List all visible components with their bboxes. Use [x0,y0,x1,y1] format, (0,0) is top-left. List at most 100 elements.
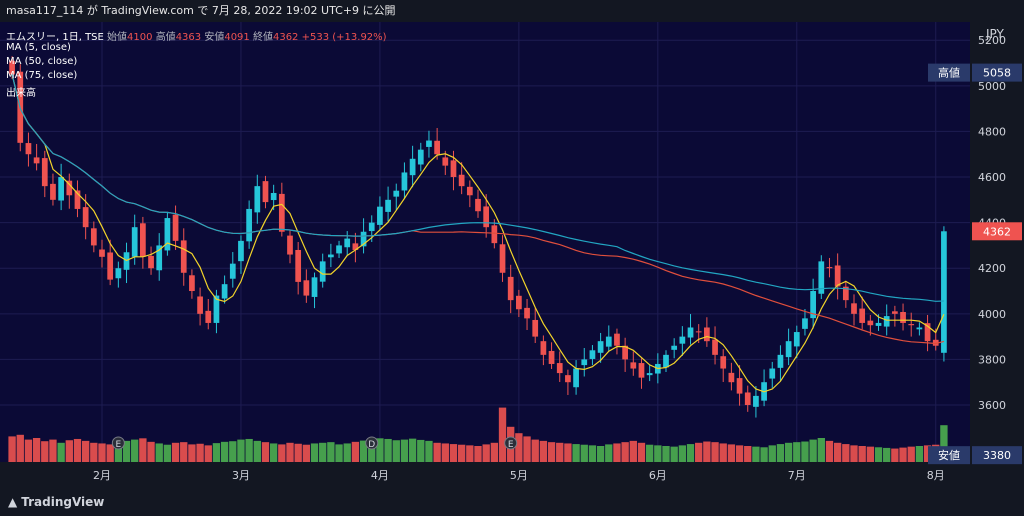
candle-body [704,327,710,342]
candle-body [802,318,808,329]
candle-body [712,339,718,355]
volume-bar [735,445,744,462]
candle-body [213,295,220,323]
candle-body [883,316,890,327]
volume-bar [915,446,924,462]
candle-body [377,206,383,225]
y-tick-label: 4800 [978,125,1006,138]
legend-high-label: 高値 [155,32,176,43]
badge-label-bg [928,446,970,465]
volume-bar [41,441,49,462]
price-axis[interactable]: 520050004800460044004200400038003600 [978,34,1006,412]
x-tick-label: 2月 [93,469,111,482]
volume-bar [65,440,73,462]
candle-body [278,193,285,232]
volume-bar [286,442,294,462]
volume-bar [645,444,654,462]
legend-ma75[interactable]: MA (75, close) [6,70,78,81]
legend-main: エムスリー, 1日, TSE 始値4100 高値4363 安値4091 終値43… [6,28,387,43]
legend-ma50[interactable]: MA (50, close) [6,56,78,67]
volume-bar [449,444,458,462]
candle-body [426,140,432,147]
volume-bar [106,444,114,462]
candlestick-chart[interactable]: 520050004800460044004200400038003600 2月3… [0,22,1024,488]
volume-bar [825,440,834,462]
event-marker [504,436,518,450]
price-axis-panel [970,22,1024,462]
ma5-line [11,74,945,393]
volume-bar [776,444,785,462]
volume-bar [57,442,65,462]
candle-body [393,190,400,197]
candle-body [916,327,923,330]
candle-body [687,327,694,338]
badge-value-bg [972,446,1022,465]
candle-body [417,149,424,165]
tradingview-logo[interactable]: ▲ TradingView [8,495,104,509]
volume-bar [16,434,24,462]
candle-body [238,240,244,262]
volume-bar [245,438,253,462]
time-axis[interactable]: 2月 3月 4月 5月 6月 7月 8月 [93,469,945,482]
volume-bar [833,442,842,462]
volume-bar [368,439,376,462]
candle-body [892,311,898,314]
volume-bar [212,443,221,462]
time-axis-panel [0,462,1024,488]
volume-bar [874,447,883,462]
candle-body [859,308,866,323]
candle-body [229,263,236,279]
volume-bar [474,446,482,462]
legend-close: 4362 [272,32,299,43]
ma75-line [11,74,944,302]
candle-body [753,395,759,407]
x-tick-label: 6月 [649,469,667,482]
volume-bar [32,438,41,462]
footer-bar: ▲ TradingView [0,488,1024,516]
candle-body [131,227,138,257]
volume-bar [809,439,817,462]
volume-bar [564,443,572,462]
volume-bar [686,444,695,462]
candle-body [270,192,277,201]
volume-bar [784,442,793,462]
candle-body [466,186,473,196]
candle-body [597,341,604,353]
volume-bars [8,407,948,462]
candle-body [540,341,547,355]
legend-ma5[interactable]: MA (5, close) [6,42,71,53]
candle-body [319,261,326,282]
badge-value-bg [972,63,1022,82]
chart-background [0,22,970,462]
volume-bar [539,440,548,462]
candle-body [295,249,302,282]
candle-body [826,267,833,269]
candle-body [679,336,686,344]
volume-bar [850,445,858,462]
candles [9,56,947,418]
candle-body [565,375,571,383]
candle-body [744,392,751,406]
volume-bar [760,447,768,462]
volume-bar [269,443,278,462]
legend-volume[interactable]: 出来高 [6,88,36,99]
candle-body [924,323,931,342]
volume-bar [556,442,564,462]
moving-averages [11,74,945,393]
volume-bar [294,443,302,462]
badge-value: 4362 [983,225,1011,238]
candle-body [156,245,163,271]
candle-body [875,322,882,326]
volume-bar [163,444,172,462]
volume-bar [400,439,409,462]
candle-body [630,362,637,369]
candle-body [107,252,114,280]
volume-bar [114,442,123,462]
volume-bar [147,441,155,462]
volume-bar [719,443,727,462]
price-badges: 高値 5058 4362 安値 3380 [928,63,1022,465]
candle-body [450,160,457,178]
candle-body [254,186,261,213]
volume-bar [899,447,907,462]
volume-bar [229,441,237,462]
